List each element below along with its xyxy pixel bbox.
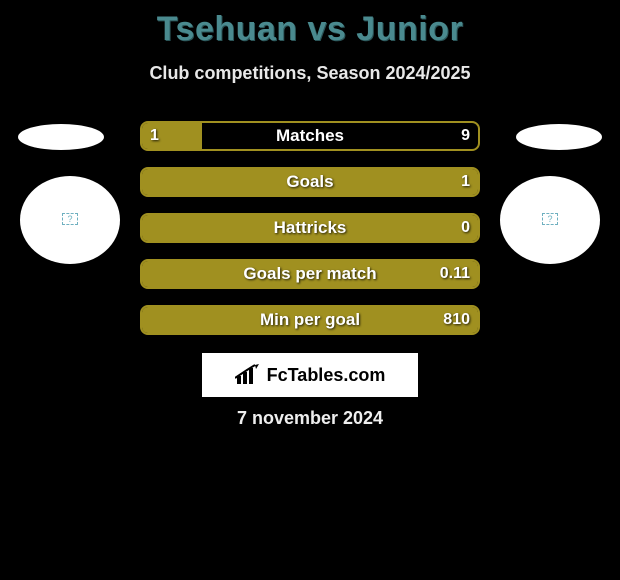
bar-label: Matches [142,123,478,149]
bar-label: Goals per match [142,261,478,287]
stat-bar: Min per goal810 [140,305,480,335]
bar-right-value: 0.11 [440,261,470,287]
bar-right-value: 0 [461,215,470,241]
page-subtitle: Club competitions, Season 2024/2025 [0,63,620,84]
brand-box: FcTables.com [202,353,418,397]
bar-right-value: 9 [461,123,470,149]
broken-image-icon: ? [542,213,558,225]
bar-label: Goals [142,169,478,195]
brand-text: FcTables.com [267,365,386,386]
bar-right-value: 810 [443,307,470,333]
date-text: 7 november 2024 [0,408,620,429]
bar-right-value: 1 [461,169,470,195]
brand-chart-icon [235,364,261,386]
stat-bar: Goals per match0.11 [140,259,480,289]
bar-label: Hattricks [142,215,478,241]
stat-bar: Goals1 [140,167,480,197]
page-title: Tsehuan vs Junior [0,0,620,49]
flag-placeholder-right [516,124,602,150]
bar-label: Min per goal [142,307,478,333]
stat-bar: Hattricks0 [140,213,480,243]
broken-image-icon: ? [62,213,78,225]
flag-placeholder-left [18,124,104,150]
stats-bars: 1Matches9Goals1Hattricks0Goals per match… [140,121,480,351]
stat-bar: 1Matches9 [140,121,480,151]
